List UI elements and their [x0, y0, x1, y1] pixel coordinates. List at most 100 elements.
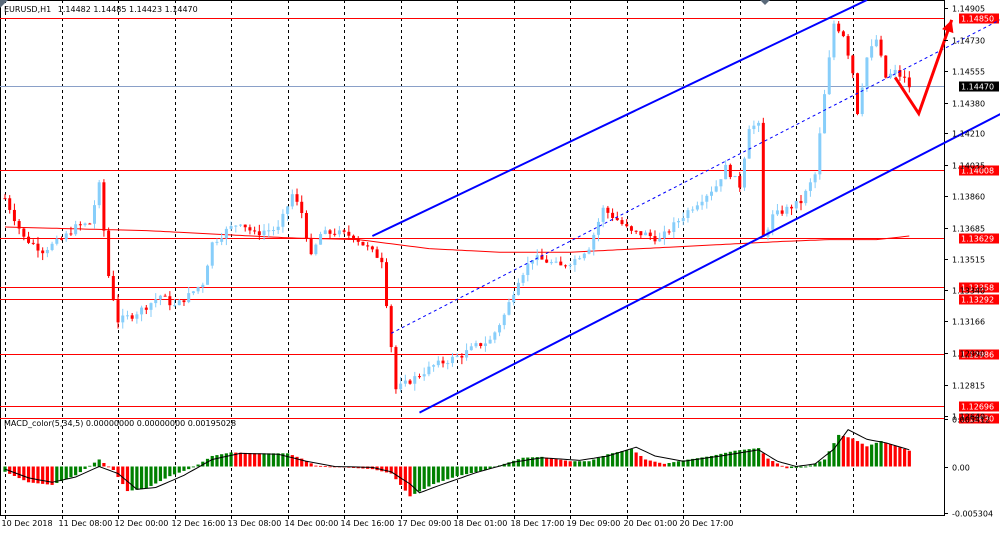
bear-candle [144, 307, 148, 310]
bull-candle [823, 94, 827, 134]
bull-candle [422, 374, 426, 377]
bear-candle [738, 175, 742, 188]
bear-candle [356, 239, 360, 242]
macd-histogram-bar [286, 453, 290, 467]
bull-candle [191, 291, 195, 294]
macd-histogram-bar [752, 448, 756, 467]
macd-histogram-bar [540, 456, 544, 467]
bear-candle [563, 265, 567, 267]
bear-candle [342, 230, 346, 232]
bear-candle [837, 23, 841, 32]
bull-candle [785, 206, 789, 214]
macd-histogram-bar [851, 438, 855, 467]
bull-candle [554, 261, 558, 263]
y-tick-label: 1.12640 [952, 413, 985, 422]
macd-histogram-bar [464, 466, 469, 475]
bull-candle [446, 363, 450, 365]
macd-histogram-bar [8, 466, 12, 474]
bear-candle [460, 355, 464, 358]
bull-candle [220, 238, 224, 242]
bull-candle [794, 200, 798, 209]
macd-histogram-bar [884, 442, 888, 467]
bull-candle [521, 275, 525, 283]
y-tick-label: 1.14380 [952, 100, 985, 109]
bear-candle [851, 55, 855, 74]
bear-candle [41, 250, 45, 254]
x-tick-label: 18 Dec 17:00 [511, 519, 565, 528]
bull-candle [827, 57, 831, 95]
bull-candle [276, 226, 280, 231]
bull-candle [149, 303, 153, 310]
bull-candle [672, 222, 676, 232]
bear-candle [333, 233, 337, 235]
bull-candle [474, 343, 478, 347]
macd-histogram-bar [441, 466, 445, 481]
macd-histogram-bar [234, 452, 238, 467]
bear-candle [385, 262, 389, 307]
macd-histogram-bar [483, 466, 488, 471]
bear-candle [31, 242, 35, 244]
macd-histogram-bar [168, 466, 172, 477]
macd-histogram-bar [201, 461, 205, 467]
macd-histogram-bar [582, 461, 586, 467]
macd-histogram-bar [328, 466, 332, 468]
bull-candle [173, 305, 177, 307]
bull-candle [888, 73, 892, 78]
forecast-arrow[interactable] [893, 19, 954, 117]
bull-candle [747, 129, 751, 159]
bear-candle [102, 182, 106, 231]
bear-candle [304, 213, 308, 239]
macd-y-tick-label: 0.005412 [952, 416, 990, 425]
macd-histogram-bar [672, 462, 676, 467]
scroll-marker-icon [760, 0, 770, 5]
x-tick-label: 20 Dec 17:00 [680, 519, 734, 528]
bull-candle [483, 343, 487, 346]
plot-frame [0, 0, 945, 516]
macd-histogram-bar [780, 465, 784, 467]
bear-candle [248, 227, 252, 231]
macd-histogram-bar [17, 466, 21, 479]
level-price-tag [959, 413, 999, 424]
macd-histogram-bar [121, 466, 125, 485]
bull-candle [224, 228, 228, 239]
macd-histogram-bar [667, 462, 671, 467]
bear-candle [300, 201, 304, 214]
bull-candle [450, 356, 454, 364]
macd-histogram-bar [799, 466, 803, 468]
bear-candle [884, 55, 888, 78]
bull-candle [582, 253, 586, 259]
macd-histogram-bar [554, 459, 558, 467]
candles [3, 20, 911, 394]
bull-candle [92, 205, 96, 224]
bear-candle [545, 259, 549, 263]
macd-histogram-bar [596, 457, 601, 467]
level-price-tag-label: 1.13292 [961, 296, 994, 305]
bull-candle [587, 249, 591, 254]
macd-histogram-bar [427, 466, 431, 487]
horizontal-levels[interactable]: 1.14850 1.14008 1.13629 1.13358 1.13292 1.129… [0, 13, 999, 424]
macd-histogram-bar [102, 462, 106, 467]
channel-lines[interactable] [371, 0, 1000, 414]
bull-candle [45, 249, 49, 254]
bull-candle [337, 230, 341, 235]
channel-boundary-line [371, 0, 868, 237]
y-tick-label: 1.14210 [952, 130, 985, 139]
macd-histogram-bar [394, 466, 398, 480]
macd-histogram-bar [220, 454, 224, 467]
bear-candle [790, 206, 794, 209]
bear-candle [253, 230, 257, 232]
ohlc-readout: 1.14482 1.14485 1.14423 1.14470 [58, 5, 198, 14]
bull-candle [804, 190, 808, 204]
bull-candle [413, 376, 417, 384]
macd-histogram-bar [860, 443, 864, 467]
x-tick-label: 12 Dec 00:00 [115, 519, 169, 528]
bear-candle [441, 360, 445, 364]
y-tick-label: 1.13685 [952, 225, 985, 234]
level-price-tag [959, 233, 999, 244]
level-price-tag-label: 1.14008 [961, 167, 994, 176]
macd-histogram-bar [309, 463, 313, 467]
macd-histogram-bar [789, 466, 794, 469]
bear-candle [116, 300, 120, 323]
